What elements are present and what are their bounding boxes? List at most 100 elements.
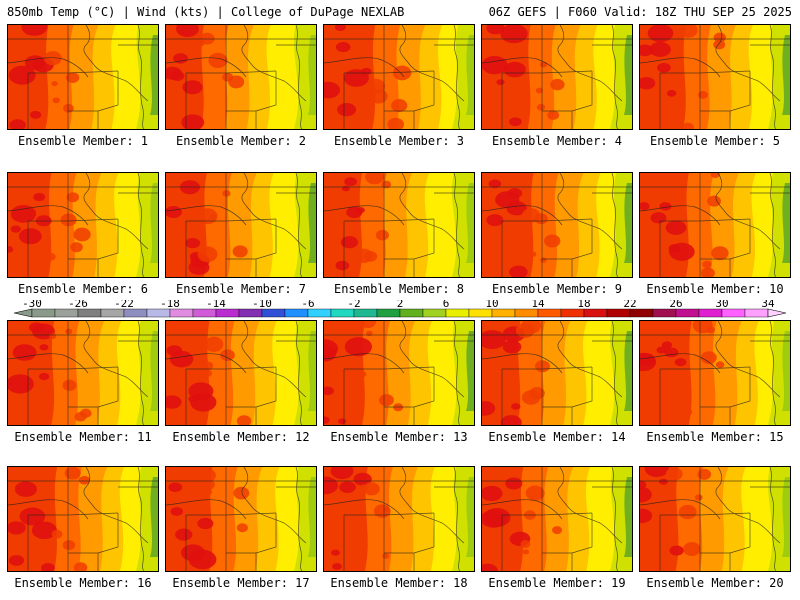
ensemble-map-panel [323,320,475,426]
colorbar-swatch [744,308,769,318]
colorbar-tick-label: -22 [114,300,134,310]
ensemble-member-label: Ensemble Member: 14 [488,430,626,444]
colorbar-tick-label: -14 [206,300,226,310]
ensemble-member-label: Ensemble Member: 9 [491,282,623,296]
colorbar-swatch [353,308,378,318]
ensemble-map-panel [323,466,475,572]
colorbar-swatch [100,308,125,318]
temperature-map [640,321,790,425]
temperature-colorbar: -30-26-22-18-14-10-6-2261014182226303438… [13,300,787,318]
ensemble-map-panel [481,24,633,130]
ensemble-map-panel [7,320,159,426]
colorbar-tick-label: 6 [443,300,450,310]
colorbar-swatch [537,308,562,318]
ensemble-member-label: Ensemble Member: 6 [17,282,149,296]
header-right: 06Z GEFS | F060 Valid: 18Z THU SEP 25 20… [488,5,792,19]
colorbar-swatch [675,308,700,318]
colorbar-tick-label: 30 [715,300,728,310]
temperature-map [324,321,474,425]
temperature-map [8,321,158,425]
ensemble-map-panel [7,466,159,572]
colorbar-tick-label: -6 [301,300,314,310]
ensemble-member-label: Ensemble Member: 7 [175,282,307,296]
ensemble-map-panel [7,24,159,130]
colorbar-tick-label: -10 [252,300,272,310]
ensemble-member-label: Ensemble Member: 15 [646,430,784,444]
colorbar-swatch [468,308,493,318]
temperature-map [8,467,158,571]
colorbar-swatch [445,308,470,318]
colorbar-swatch [376,308,401,318]
ensemble-member-label: Ensemble Member: 8 [333,282,465,296]
colorbar-swatch [192,308,217,318]
temperature-map [166,173,316,277]
ensemble-member-label: Ensemble Member: 11 [14,430,152,444]
colorbar-swatch [629,308,654,318]
colorbar-swatch [606,308,631,318]
colorbar-tick-label: -18 [160,300,180,310]
ensemble-map-panel [639,466,791,572]
ensemble-map-panel [481,466,633,572]
ensemble-member-label: Ensemble Member: 5 [649,134,781,148]
colorbar-swatch [146,308,171,318]
colorbar-tick-label: -30 [22,300,42,310]
ensemble-map-panel [323,172,475,278]
ensemble-member-label: Ensemble Member: 17 [172,576,310,590]
colorbar-tick-label: 34 [761,300,775,310]
colorbar-swatch [54,308,79,318]
ensemble-member-label: Ensemble Member: 20 [646,576,784,590]
ensemble-member-label: Ensemble Member: 4 [491,134,623,148]
temperature-map [166,25,316,129]
colorbar-swatch [399,308,424,318]
ensemble-member-label: Ensemble Member: 10 [646,282,784,296]
ensemble-map-panel [481,172,633,278]
colorbar-swatch [721,308,746,318]
ensemble-map-panel [323,24,475,130]
colorbar-swatch [77,308,102,318]
colorbar-swatch [583,308,608,318]
ensemble-map-panel [639,24,791,130]
colorbar-tick-label: 22 [623,300,636,310]
temperature-map [482,25,632,129]
ensemble-member-label: Ensemble Member: 1 [17,134,149,148]
colorbar-swatch [491,308,516,318]
ensemble-map-panel [481,320,633,426]
ensemble-member-label: Ensemble Member: 18 [330,576,468,590]
ensemble-member-label: Ensemble Member: 19 [488,576,626,590]
ensemble-map-panel [639,320,791,426]
temperature-map [8,25,158,129]
colorbar-swatch [238,308,263,318]
colorbar-swatch [514,308,539,318]
colorbar-swatch [307,308,332,318]
colorbar-tick-label: 10 [485,300,498,310]
temperature-map [640,25,790,129]
ensemble-map-panel [165,320,317,426]
ensemble-map-panel [165,172,317,278]
temperature-map [640,467,790,571]
temperature-map [324,173,474,277]
ensemble-map-panel [7,172,159,278]
colorbar-swatch [560,308,585,318]
temperature-map [482,173,632,277]
colorbar-swatch [31,308,56,318]
ensemble-member-label: Ensemble Member: 16 [14,576,152,590]
ensemble-map-panel [165,24,317,130]
ensemble-member-label: Ensemble Member: 3 [333,134,465,148]
colorbar-swatch [330,308,355,318]
colorbar-swatch [422,308,447,318]
temperature-map [8,173,158,277]
temperature-map [324,467,474,571]
colorbar-tick-label: 26 [669,300,682,310]
colorbar-tick-label: -26 [68,300,88,310]
colorbar-tick-label: 2 [397,300,404,310]
ensemble-map-panel [165,466,317,572]
temperature-map [482,321,632,425]
temperature-map [640,173,790,277]
colorbar-tick-label: 14 [531,300,545,310]
temperature-map [166,467,316,571]
ensemble-member-label: Ensemble Member: 12 [172,430,310,444]
ensemble-map-panel [639,172,791,278]
temperature-map [324,25,474,129]
ensemble-member-label: Ensemble Member: 13 [330,430,468,444]
colorbar-swatch [169,308,194,318]
